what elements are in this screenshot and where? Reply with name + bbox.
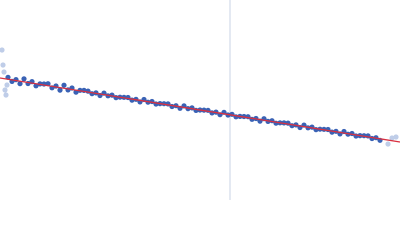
data-point: [393, 134, 399, 140]
data-point: [389, 135, 395, 141]
data-point: [385, 141, 391, 147]
data-point: [57, 87, 63, 93]
data-point: [61, 82, 67, 88]
fit-line: [0, 77, 400, 143]
data-point: [4, 82, 10, 88]
data-point: [1, 69, 7, 75]
data-point: [0, 47, 5, 53]
data-point: [2, 87, 8, 93]
data-point: [3, 92, 9, 98]
page: {"chart_data": {"type": "scatter", "xlim…: [0, 0, 400, 200]
data-point: [0, 62, 6, 68]
chart: [0, 0, 400, 200]
data-point: [21, 76, 27, 82]
data-point: [17, 81, 23, 87]
